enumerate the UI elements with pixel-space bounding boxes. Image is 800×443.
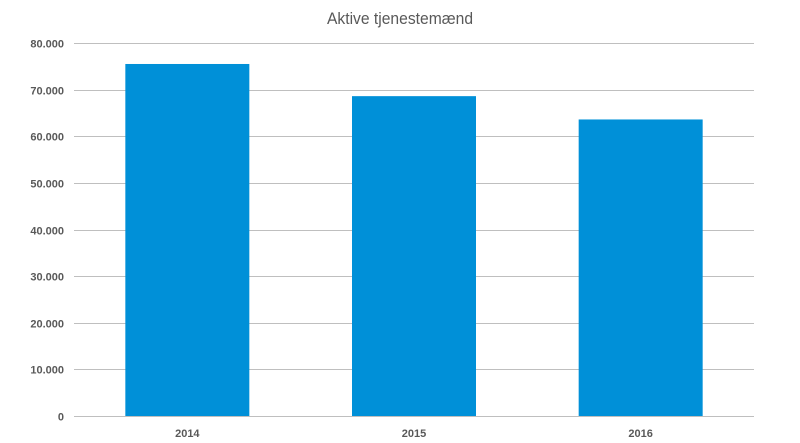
chart-title: Aktive tjenestemænd [326, 9, 474, 28]
y-tick-label: 60.000 [30, 132, 64, 144]
y-tick-label: 30.000 [30, 272, 64, 284]
bar-2014 [125, 63, 250, 416]
x-tick-label: 2014 [175, 428, 200, 440]
y-axis: 0 10.000 20.000 30.000 40.000 50.000 60.000 70.… [30, 39, 64, 424]
x-axis: 2014 2015 2016 [175, 428, 653, 440]
y-tick-label: 20.000 [30, 319, 64, 331]
bar-2015 [352, 96, 476, 416]
y-tick-label: 10.000 [30, 365, 64, 377]
y-tick-label: 80.000 [30, 39, 64, 51]
bar-2016 [578, 119, 703, 416]
x-tick-label: 2015 [402, 428, 426, 440]
x-tick-label: 2016 [628, 428, 652, 440]
y-tick-label: 70.000 [30, 86, 64, 98]
bars [125, 63, 703, 416]
y-tick-label: 40.000 [30, 226, 64, 238]
y-tick-label: 50.000 [30, 179, 64, 191]
y-tick-label: 0 [58, 412, 64, 424]
